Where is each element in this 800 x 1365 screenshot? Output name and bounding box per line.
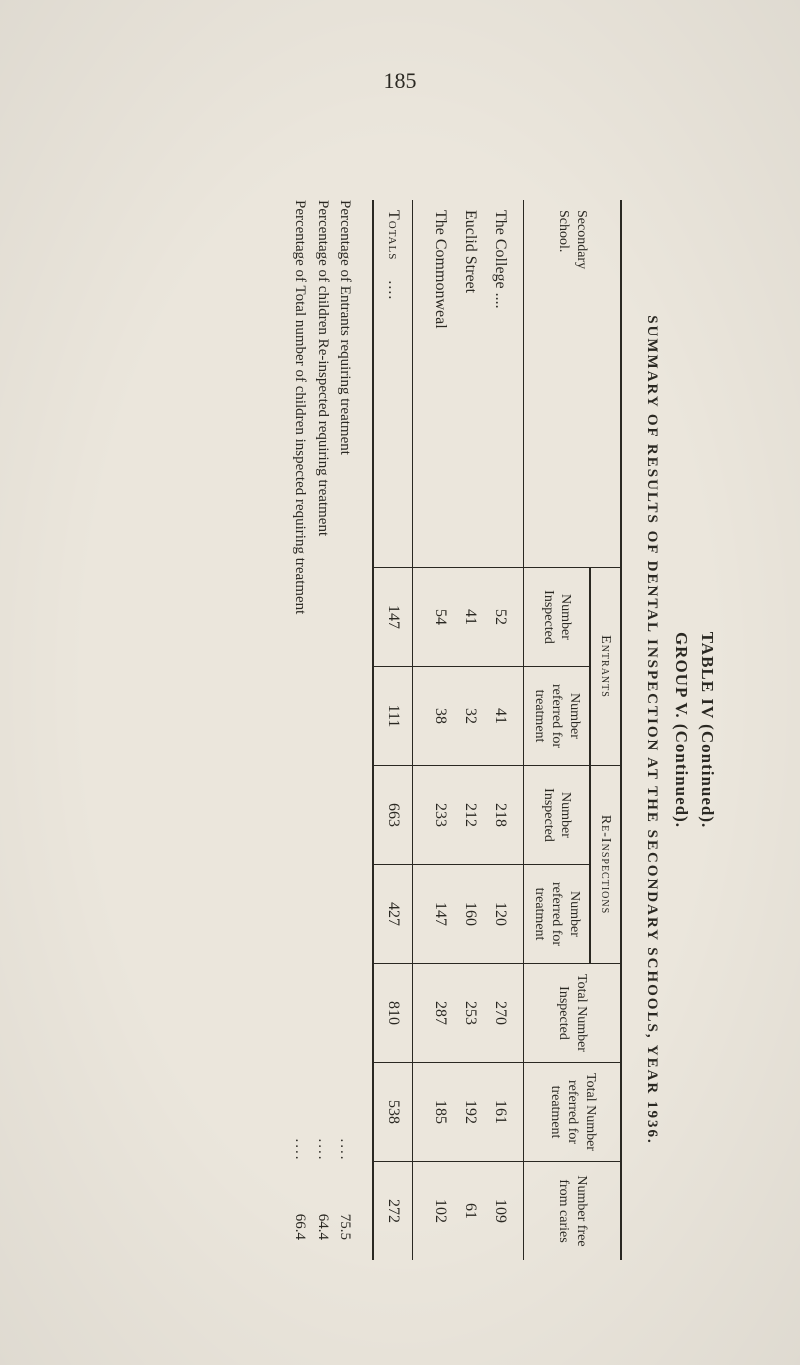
scanned-page: 185 TABLE IV (Continued). GROUP V. (Cont… <box>0 0 800 1365</box>
cell: 287 <box>413 964 456 1063</box>
cell: 41 <box>456 568 486 667</box>
footnote-label: Percentage of children Re-inspected requ… <box>312 200 335 1120</box>
col-total-inspected: Total Number Inspected <box>524 964 622 1063</box>
cell: 61 <box>456 1162 486 1261</box>
summary-table: Secondary School. Entrants Re-Inspection… <box>373 200 623 1260</box>
table-row: The Commonweal 54 38 233 147 287 185 102 <box>413 200 456 1260</box>
cell: 109 <box>486 1162 525 1261</box>
cell: 147 <box>413 865 456 964</box>
rotated-content: TABLE IV (Continued). GROUP V. (Continue… <box>70 180 730 1280</box>
col-entrants-referred: Number referred for treatment <box>524 667 590 766</box>
totals-label: Totals .... <box>374 200 414 568</box>
footnote-value: 64.4 <box>312 1180 335 1240</box>
footnote-row: Percentage of Total number of children i… <box>289 200 312 1240</box>
page-number: 185 <box>0 68 800 94</box>
cell: 52 <box>486 568 525 667</box>
footnote-dots: .... <box>289 1120 312 1180</box>
cell: 111 <box>374 667 414 766</box>
title-line-1: TABLE IV (Continued). <box>695 200 721 1260</box>
cell: 253 <box>456 964 486 1063</box>
cell: 54 <box>413 568 456 667</box>
footnote-value: 66.4 <box>289 1180 312 1240</box>
cell: 147 <box>374 568 414 667</box>
group-reinspections: Re-Inspections <box>590 766 622 964</box>
row-name: The College .... <box>486 200 525 568</box>
corner-label-2: School. <box>557 210 572 252</box>
footnote-dots: .... <box>334 1120 357 1180</box>
cell: 102 <box>413 1162 456 1261</box>
col-reinsp-inspected: Number Inspected <box>524 766 590 865</box>
totals-row: Totals .... 147 111 663 427 810 538 272 <box>374 200 414 1260</box>
cell: 427 <box>374 865 414 964</box>
title-line-2: GROUP V. (Continued). <box>669 200 695 1260</box>
col-reinsp-referred: Number referred for treatment <box>524 865 590 964</box>
cell: 120 <box>486 865 525 964</box>
row-name: The Commonweal <box>413 200 456 568</box>
cell: 810 <box>374 964 414 1063</box>
footnote-value: 75.5 <box>334 1180 357 1240</box>
cell: 38 <box>413 667 456 766</box>
col-entrants-inspected: Number Inspected <box>524 568 590 667</box>
cell: 161 <box>486 1063 525 1162</box>
cell: 270 <box>486 964 525 1063</box>
row-name: Euclid Street <box>456 200 486 568</box>
cell: 538 <box>374 1063 414 1162</box>
footnote-dots: .... <box>312 1120 335 1180</box>
footnotes: Percentage of Entrants requiring treatme… <box>289 200 357 1260</box>
group-entrants: Entrants <box>590 568 622 766</box>
cell: 32 <box>456 667 486 766</box>
cell: 192 <box>456 1063 486 1162</box>
cell: 218 <box>486 766 525 865</box>
cell: 663 <box>374 766 414 865</box>
title-block: TABLE IV (Continued). GROUP V. (Continue… <box>641 200 721 1260</box>
cell: 233 <box>413 766 456 865</box>
title-line-3: SUMMARY OF RESULTS OF DENTAL INSPECTION … <box>641 200 664 1260</box>
cell: 212 <box>456 766 486 865</box>
table-row: The College .... 52 41 218 120 270 161 1… <box>486 200 525 1260</box>
col-free-caries: Number free from caries <box>524 1162 622 1261</box>
corner-label-1: Secondary <box>574 210 589 269</box>
corner-header: Secondary School. <box>524 200 622 568</box>
footnote-row: Percentage of children Re-inspected requ… <box>312 200 335 1240</box>
cell: 41 <box>486 667 525 766</box>
cell: 160 <box>456 865 486 964</box>
footnote-label: Percentage of Entrants requiring treatme… <box>334 200 357 1120</box>
footnote-row: Percentage of Entrants requiring treatme… <box>334 200 357 1240</box>
footnote-label: Percentage of Total number of children i… <box>289 200 312 1120</box>
cell: 272 <box>374 1162 414 1261</box>
table-row: Euclid Street 41 32 212 160 253 192 61 <box>456 200 486 1260</box>
cell: 185 <box>413 1063 456 1162</box>
col-total-referred: Total Number referred for treatment <box>524 1063 622 1162</box>
